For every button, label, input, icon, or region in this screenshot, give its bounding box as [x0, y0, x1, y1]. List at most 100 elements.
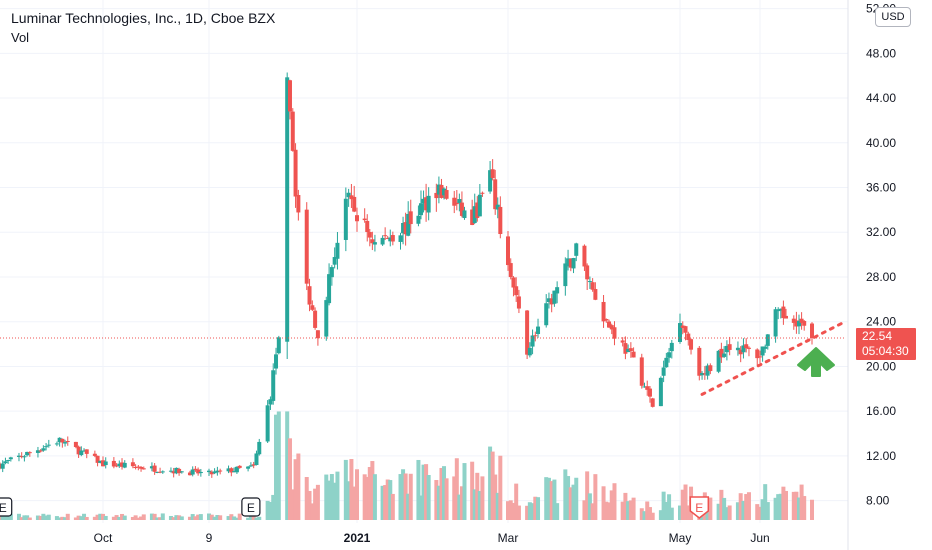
volume-bar — [607, 502, 612, 520]
candle-body — [25, 451, 30, 456]
volume-bar — [626, 501, 631, 520]
candle-body — [680, 325, 685, 328]
candle-body — [349, 195, 354, 200]
volume-bar — [383, 485, 388, 520]
candle-body — [388, 237, 393, 242]
volume-bar — [246, 517, 251, 520]
candle-body — [585, 265, 590, 280]
earnings-marker[interactable]: E — [689, 496, 710, 519]
candle-body — [63, 442, 68, 444]
volume-bar — [41, 513, 46, 520]
volume-bar — [355, 469, 359, 520]
candle-body — [114, 465, 119, 467]
candle-body — [470, 209, 475, 225]
candle-body — [700, 373, 705, 376]
candle-body — [198, 471, 203, 474]
volume-bar — [27, 517, 32, 520]
volume-bar — [776, 494, 781, 520]
volume-bar — [349, 459, 354, 520]
volume-bar — [133, 515, 138, 520]
volume-label[interactable]: Vol — [11, 30, 30, 45]
symbol-title[interactable]: Luminar Technologies, Inc., 1D, Cboe BZX — [11, 10, 276, 26]
volume-bar — [232, 516, 237, 520]
price-axis[interactable]: 8.00 12.00 16.00 20.00 24.00 28.00 32.00 36.00 4… — [866, 2, 896, 508]
volume-bar — [6, 515, 11, 520]
candle-body — [727, 344, 732, 350]
volume-bar — [493, 474, 498, 520]
volume-bar — [434, 480, 439, 520]
volume-bar — [568, 487, 573, 520]
candle-body — [57, 437, 62, 443]
earnings-marker[interactable]: E — [0, 497, 13, 517]
candle-body — [421, 198, 426, 204]
volume-bar — [111, 516, 116, 520]
candle-body — [0, 463, 5, 469]
candle-body — [315, 330, 320, 339]
candle-body — [365, 220, 370, 233]
candle-body — [248, 465, 253, 467]
volume-bar — [527, 502, 532, 520]
volume-bar — [98, 513, 103, 520]
volume-bar — [327, 480, 332, 520]
volume-bar — [755, 504, 760, 520]
volume-bar — [158, 517, 163, 520]
candle-body — [343, 198, 348, 240]
candle-body — [568, 258, 573, 268]
volume-bar — [193, 516, 198, 520]
y-tick-label: 24.00 — [866, 315, 896, 329]
volume-bar — [362, 474, 367, 520]
candle-body — [251, 464, 256, 466]
y-tick-label: 16.00 — [866, 404, 896, 418]
x-tick-label: 9 — [206, 531, 213, 545]
candle-body — [130, 462, 135, 467]
volume-bar — [390, 493, 395, 520]
volume-bar — [421, 464, 426, 520]
candle-body — [307, 286, 312, 305]
candle-body — [472, 206, 477, 223]
volume-bar — [332, 482, 337, 520]
candle-body — [268, 399, 273, 405]
candle-body — [755, 349, 760, 359]
volume-bar — [797, 497, 801, 520]
volume-bar — [623, 492, 628, 520]
candle-body — [111, 460, 116, 467]
candle-body — [686, 333, 691, 340]
support-trendline[interactable] — [700, 320, 847, 396]
candle-body — [571, 258, 576, 269]
candle-body — [434, 192, 439, 199]
candle-body — [527, 347, 532, 356]
candle-body — [601, 301, 606, 322]
volume-bar — [343, 459, 348, 520]
time-axis[interactable]: Oct 9 2021 Mar May Jun — [94, 531, 770, 545]
grid-lines — [0, 0, 848, 523]
candle-body — [758, 356, 762, 358]
volume-bar — [454, 458, 459, 520]
volume-bar — [149, 513, 154, 520]
volume-bar — [488, 446, 493, 520]
candle-body — [533, 335, 538, 337]
candle-body — [765, 334, 770, 346]
volume-bar — [179, 516, 184, 520]
candle-body — [141, 468, 146, 470]
candle-body — [525, 310, 530, 355]
volume-bar — [76, 515, 81, 520]
volume-bar — [582, 500, 587, 520]
candle-body — [555, 287, 560, 294]
volume-bar — [683, 484, 688, 520]
volume-bar — [536, 497, 541, 520]
volume-bar — [508, 500, 513, 520]
candle-body — [797, 321, 801, 327]
volume-bar — [207, 513, 211, 520]
candle-body — [645, 386, 650, 390]
volume-bar — [367, 467, 372, 520]
currency-badge[interactable]: USD — [875, 7, 911, 27]
candle-body — [746, 347, 751, 349]
candle-body — [587, 281, 592, 283]
earnings-marker[interactable]: E — [241, 497, 261, 517]
volume-bar — [452, 476, 457, 520]
candle-body — [44, 446, 49, 448]
volume-bar — [511, 502, 516, 520]
volume-bar — [442, 466, 447, 520]
